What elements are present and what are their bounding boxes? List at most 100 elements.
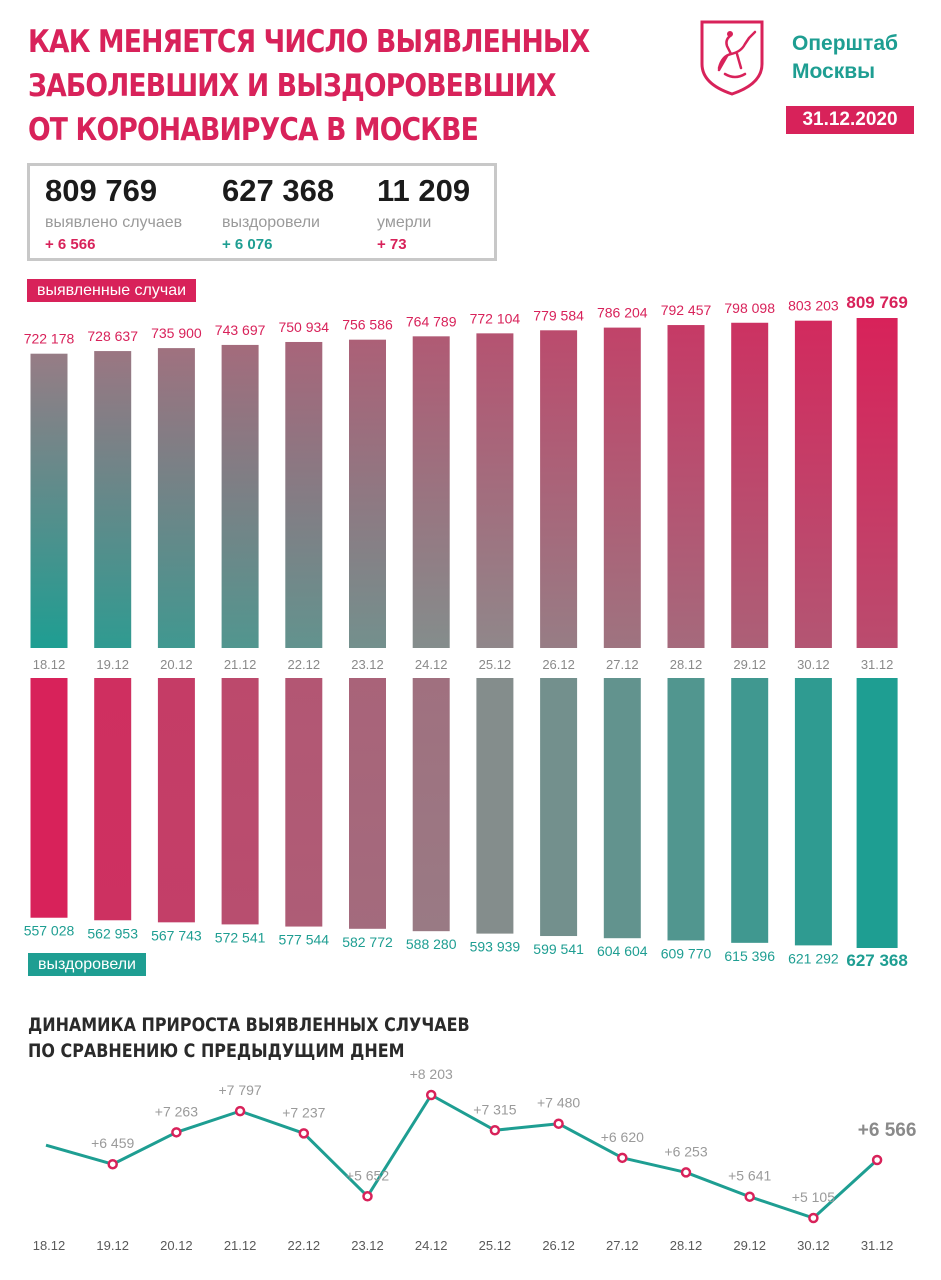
cases-bar bbox=[30, 353, 68, 648]
growth-x-tick: 21.12 bbox=[224, 1238, 257, 1253]
cases-value-label: 772 104 bbox=[470, 310, 521, 326]
growth-point bbox=[298, 1128, 310, 1139]
stat-cases: 809 769 выявлено случаев + 6 566 bbox=[45, 172, 182, 256]
recovered-value-label: 621 292 bbox=[788, 950, 839, 966]
title-line-2: ЗАБОЛЕВШИХ И ВЫЗДОРОВЕВШИХ bbox=[28, 68, 557, 104]
stat-cases-value: 809 769 bbox=[45, 173, 158, 208]
cases-x-tick: 20.12 bbox=[160, 657, 193, 672]
growth-value-label: +6 566 bbox=[858, 1120, 917, 1141]
cases-value-label: 722 178 bbox=[24, 331, 75, 347]
growth-point bbox=[489, 1125, 501, 1136]
recovered-value-label: 609 770 bbox=[661, 945, 712, 961]
stat-deaths-label: умерли bbox=[377, 214, 432, 231]
growth-x-tick: 19.12 bbox=[96, 1238, 129, 1253]
org-line-1: Оперштаб bbox=[792, 32, 898, 55]
cases-value-label: 809 769 bbox=[846, 293, 907, 312]
growth-point bbox=[171, 1127, 182, 1138]
cases-value-label: 803 203 bbox=[788, 298, 839, 314]
cases-x-tick: 30.12 bbox=[797, 657, 830, 672]
cases-bar bbox=[667, 325, 705, 648]
recovered-value-label: 588 280 bbox=[406, 936, 457, 952]
growth-point bbox=[808, 1212, 819, 1224]
recovered-value-label: 615 396 bbox=[724, 948, 775, 964]
growth-value-label: +5 641 bbox=[728, 1168, 771, 1184]
growth-point bbox=[425, 1089, 437, 1101]
growth-x-tick: 22.12 bbox=[288, 1238, 321, 1253]
recovered-bar bbox=[476, 678, 514, 934]
growth-x-tick: 18.12 bbox=[33, 1238, 66, 1253]
cases-value-label: 764 789 bbox=[406, 313, 457, 329]
cases-value-label: 798 098 bbox=[724, 300, 775, 316]
growth-x-tick: 25.12 bbox=[479, 1238, 512, 1253]
page-title: КАК МЕНЯЕТСЯ ЧИСЛО ВЫЯВЛЕННЫХ ЗАБОЛЕВШИХ… bbox=[28, 20, 590, 152]
cases-value-label: 750 934 bbox=[278, 319, 329, 335]
cases-x-tick: 19.12 bbox=[96, 657, 129, 672]
cases-x-tick: 31.12 bbox=[861, 657, 894, 672]
growth-value-label: +6 620 bbox=[601, 1129, 644, 1145]
growth-x-tick: 27.12 bbox=[606, 1238, 639, 1253]
cases-bar bbox=[603, 327, 641, 648]
recovered-value-label: 557 028 bbox=[24, 923, 75, 939]
cases-x-tick: 27.12 bbox=[606, 657, 639, 672]
growth-point bbox=[107, 1158, 118, 1170]
cases-bar bbox=[412, 336, 450, 648]
growth-x-tick: 29.12 bbox=[733, 1238, 766, 1253]
cases-value-label: 792 457 bbox=[661, 302, 712, 318]
recovered-value-label: 572 541 bbox=[215, 929, 266, 945]
recovered-bar bbox=[30, 678, 68, 918]
stat-cases-delta: + 6 566 bbox=[45, 236, 96, 253]
cases-bar bbox=[476, 333, 514, 648]
cases-value-label: 786 204 bbox=[597, 305, 648, 321]
legend-recovered: выздоровели bbox=[28, 953, 146, 976]
recovered-value-label: 604 604 bbox=[597, 943, 648, 959]
date-badge: 31.12.2020 bbox=[786, 106, 914, 134]
recovered-bar bbox=[349, 678, 386, 929]
growth-value-label: +7 263 bbox=[155, 1103, 198, 1119]
org-line-2: Москвы bbox=[792, 60, 876, 83]
stat-recovered: 627 368 выздоровели + 6 076 bbox=[222, 172, 334, 256]
stat-recovered-delta: + 6 076 bbox=[222, 236, 273, 253]
growth-point bbox=[553, 1118, 564, 1129]
cases-bar bbox=[94, 351, 132, 648]
stat-cases-label: выявлено случаев bbox=[45, 214, 183, 231]
growth-point bbox=[362, 1191, 373, 1202]
cases-bar bbox=[221, 344, 259, 648]
cases-bar bbox=[349, 339, 386, 648]
recovered-bar bbox=[603, 678, 641, 939]
growth-x-tick: 20.12 bbox=[160, 1238, 193, 1253]
recovered-bar bbox=[856, 678, 898, 948]
growth-point bbox=[744, 1191, 755, 1202]
growth-value-label: +7 480 bbox=[537, 1095, 580, 1111]
recovered-bar bbox=[221, 678, 259, 925]
stat-deaths-delta: + 73 bbox=[377, 236, 407, 253]
growth-x-tick: 23.12 bbox=[351, 1238, 384, 1253]
org-name: Оперштаб Москвы bbox=[792, 30, 898, 86]
cases-bar bbox=[540, 330, 578, 648]
cases-bar bbox=[794, 320, 832, 648]
title-line-1: КАК МЕНЯЕТСЯ ЧИСЛО ВЫЯВЛЕННЫХ bbox=[28, 24, 590, 60]
recovered-bar bbox=[285, 678, 323, 927]
cases-bar bbox=[285, 341, 323, 648]
cases-x-tick: 21.12 bbox=[224, 657, 257, 672]
cases-value-label: 735 900 bbox=[151, 325, 202, 341]
growth-point bbox=[871, 1154, 883, 1166]
cases-x-tick: 22.12 bbox=[288, 657, 321, 672]
growth-value-label: +8 203 bbox=[410, 1066, 453, 1082]
cases-value-label: 728 637 bbox=[87, 328, 138, 344]
growth-value-label: +7 797 bbox=[218, 1082, 261, 1098]
recovered-bar bbox=[794, 678, 832, 946]
growth-x-tick: 26.12 bbox=[542, 1238, 575, 1253]
recovered-value-label: 567 743 bbox=[151, 927, 202, 943]
recovered-value-label: 562 953 bbox=[87, 925, 138, 941]
recovered-value-label: 599 541 bbox=[533, 941, 584, 957]
growth-value-label: +6 253 bbox=[664, 1143, 707, 1159]
cases-x-tick: 28.12 bbox=[670, 657, 703, 672]
growth-value-label: +5 652 bbox=[346, 1167, 389, 1183]
growth-chart-title: ДИНАМИКА ПРИРОСТА ВЫЯВЛЕННЫХ СЛУЧАЕВ ПО … bbox=[28, 1012, 470, 1064]
cases-x-tick: 23.12 bbox=[351, 657, 384, 672]
growth-value-label: +5 105 bbox=[792, 1189, 835, 1205]
growth-line bbox=[45, 1093, 879, 1220]
growth-point bbox=[234, 1105, 246, 1117]
legend-cases: выявленные случаи bbox=[27, 279, 197, 302]
